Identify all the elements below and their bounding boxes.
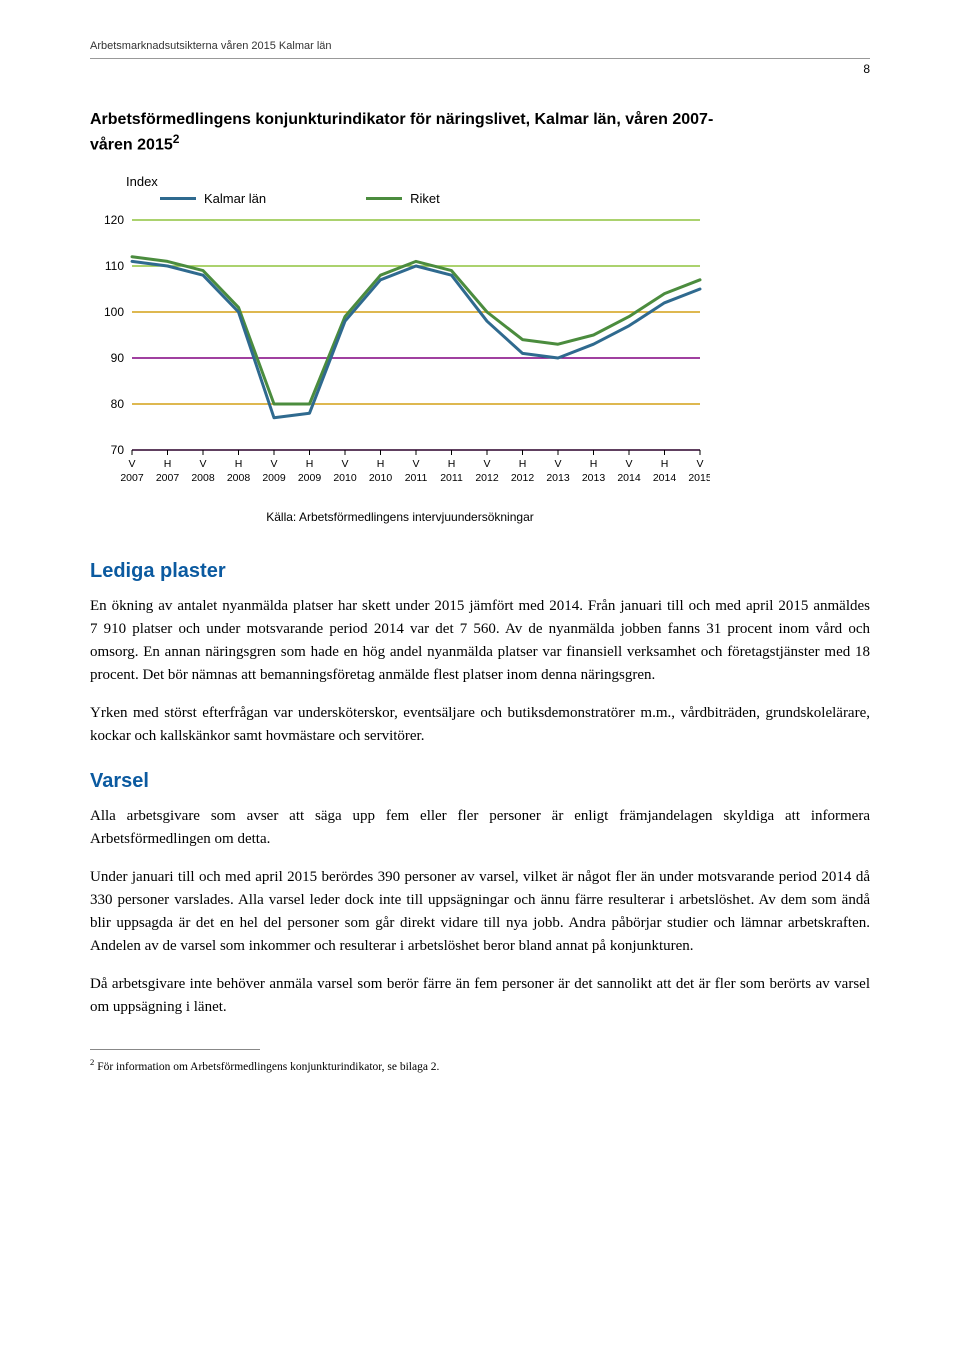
chart-source: Källa: Arbetsförmedlingens intervjuunder… <box>90 510 710 524</box>
svg-text:2011: 2011 <box>405 472 428 484</box>
svg-text:V: V <box>128 458 135 470</box>
svg-text:2013: 2013 <box>582 472 606 484</box>
header-rule <box>90 58 870 59</box>
svg-text:H: H <box>590 458 598 470</box>
svg-text:2009: 2009 <box>298 472 322 484</box>
heading-lediga-plaster: Lediga plaster <box>90 560 870 583</box>
svg-text:2012: 2012 <box>475 472 499 484</box>
para-varsel-2: Under januari till och med april 2015 be… <box>90 866 870 959</box>
svg-text:V: V <box>199 458 206 470</box>
svg-text:2010: 2010 <box>369 472 393 484</box>
page-number: 8 <box>863 62 870 76</box>
svg-text:70: 70 <box>111 443 125 457</box>
svg-text:H: H <box>377 458 385 470</box>
svg-text:80: 80 <box>111 397 125 411</box>
svg-text:H: H <box>448 458 456 470</box>
legend-label-kalmar: Kalmar län <box>204 191 266 206</box>
chart-legend: Kalmar län Riket <box>160 191 710 206</box>
footnote-rule <box>90 1049 260 1050</box>
svg-text:V: V <box>412 458 419 470</box>
svg-text:2007: 2007 <box>156 472 180 484</box>
svg-text:100: 100 <box>104 305 124 319</box>
svg-text:90: 90 <box>111 351 125 365</box>
chart-title-line1: Arbetsförmedlingens konjunkturindikator … <box>90 111 713 128</box>
svg-text:110: 110 <box>105 259 124 273</box>
legend-item-riket: Riket <box>366 191 440 206</box>
para-lediga-1: En ökning av antalet nyanmälda platser h… <box>90 595 870 688</box>
chart-title-sup: 2 <box>173 132 180 146</box>
footnote-text: För information om Arbetsförmedlingens k… <box>94 1061 439 1073</box>
svg-text:V: V <box>696 458 703 470</box>
svg-text:2007: 2007 <box>120 472 144 484</box>
svg-text:H: H <box>519 458 527 470</box>
svg-text:H: H <box>661 458 669 470</box>
legend-item-kalmar: Kalmar län <box>160 191 266 206</box>
para-varsel-3: Då arbetsgivare inte behöver anmäla vars… <box>90 973 870 1020</box>
para-lediga-2: Yrken med störst efterfrågan var undersk… <box>90 702 870 749</box>
svg-text:2014: 2014 <box>617 472 641 484</box>
svg-text:V: V <box>625 458 632 470</box>
svg-text:2011: 2011 <box>440 472 463 484</box>
chart-title: Arbetsförmedlingens konjunkturindikator … <box>90 109 870 156</box>
svg-text:120: 120 <box>104 213 124 227</box>
chart-container: Index Kalmar län Riket 70 80 90 100 110 120 V 2… <box>90 174 710 502</box>
svg-text:2012: 2012 <box>511 472 535 484</box>
svg-text:V: V <box>554 458 561 470</box>
legend-swatch-kalmar <box>160 197 196 200</box>
svg-text:2008: 2008 <box>227 472 251 484</box>
svg-text:2009: 2009 <box>262 472 286 484</box>
line-chart: 70 80 90 100 110 120 V 2007 H 2007 V 2008 H 2008 V 2009… <box>90 212 710 502</box>
svg-text:H: H <box>164 458 172 470</box>
para-varsel-1: Alla arbetsgivare som avser att säga upp… <box>90 805 870 852</box>
heading-varsel: Varsel <box>90 770 870 793</box>
svg-text:H: H <box>306 458 314 470</box>
chart-title-line2: våren 2015 <box>90 136 173 153</box>
svg-text:V: V <box>270 458 277 470</box>
legend-label-riket: Riket <box>410 191 440 206</box>
footnote: 2 För information om Arbetsförmedlingens… <box>90 1056 870 1075</box>
legend-swatch-riket <box>366 197 402 200</box>
svg-text:2015: 2015 <box>688 472 710 484</box>
svg-text:H: H <box>235 458 243 470</box>
chart-index-label: Index <box>126 174 710 189</box>
svg-text:2010: 2010 <box>333 472 357 484</box>
svg-text:2008: 2008 <box>191 472 215 484</box>
svg-text:V: V <box>341 458 348 470</box>
svg-text:V: V <box>483 458 490 470</box>
svg-text:2013: 2013 <box>546 472 570 484</box>
svg-text:2014: 2014 <box>653 472 677 484</box>
running-header: Arbetsmarknadsutsikterna våren 2015 Kalm… <box>90 40 870 52</box>
